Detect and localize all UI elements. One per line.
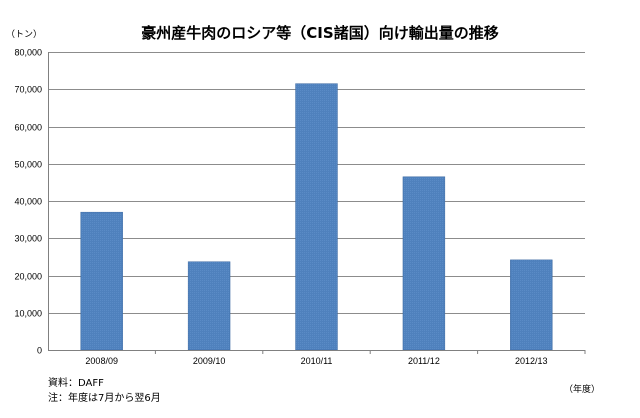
x-tick-label: 2012/13 (515, 356, 548, 366)
y-tick-label: 70,000 (14, 85, 42, 95)
bars (80, 83, 553, 351)
bar (295, 83, 338, 351)
period-note: 注：年度は7月から翌6月 (48, 391, 161, 404)
bar (402, 176, 446, 351)
x-axis-unit-label: （年度） (564, 383, 600, 395)
y-tick-label: 20,000 (14, 272, 42, 282)
y-tick-label: 60,000 (14, 123, 42, 133)
y-tick-label: 50,000 (14, 160, 42, 170)
y-tick-label: 30,000 (14, 234, 42, 244)
chart-title: 豪州産牛肉のロシア等（CIS諸国）向け輸出量の推移 (141, 24, 498, 42)
x-tick-label: 2010/11 (301, 356, 333, 366)
x-tick-label: 2009/10 (193, 356, 226, 366)
y-tick-label: 80,000 (14, 48, 42, 58)
y-tick-label: 40,000 (14, 197, 42, 207)
x-tick-labels: 2008/09 2009/10 2010/11 2011/12 2012/13 (85, 350, 586, 366)
y-tick-label: 0 (37, 346, 42, 356)
bar (80, 211, 123, 351)
x-tick-label: 2008/09 (85, 356, 118, 366)
x-tick-label: 2011/12 (408, 356, 440, 366)
y-tick-label: 10,000 (14, 309, 42, 319)
y-tick-labels: 0 10,000 20,000 30,000 40,000 50,000 60,000 70,… (14, 48, 42, 356)
bar (510, 259, 553, 351)
bar (187, 261, 231, 351)
y-axis-unit-label: （トン） (6, 29, 42, 40)
source-note: 資料：DAFF (48, 376, 104, 389)
